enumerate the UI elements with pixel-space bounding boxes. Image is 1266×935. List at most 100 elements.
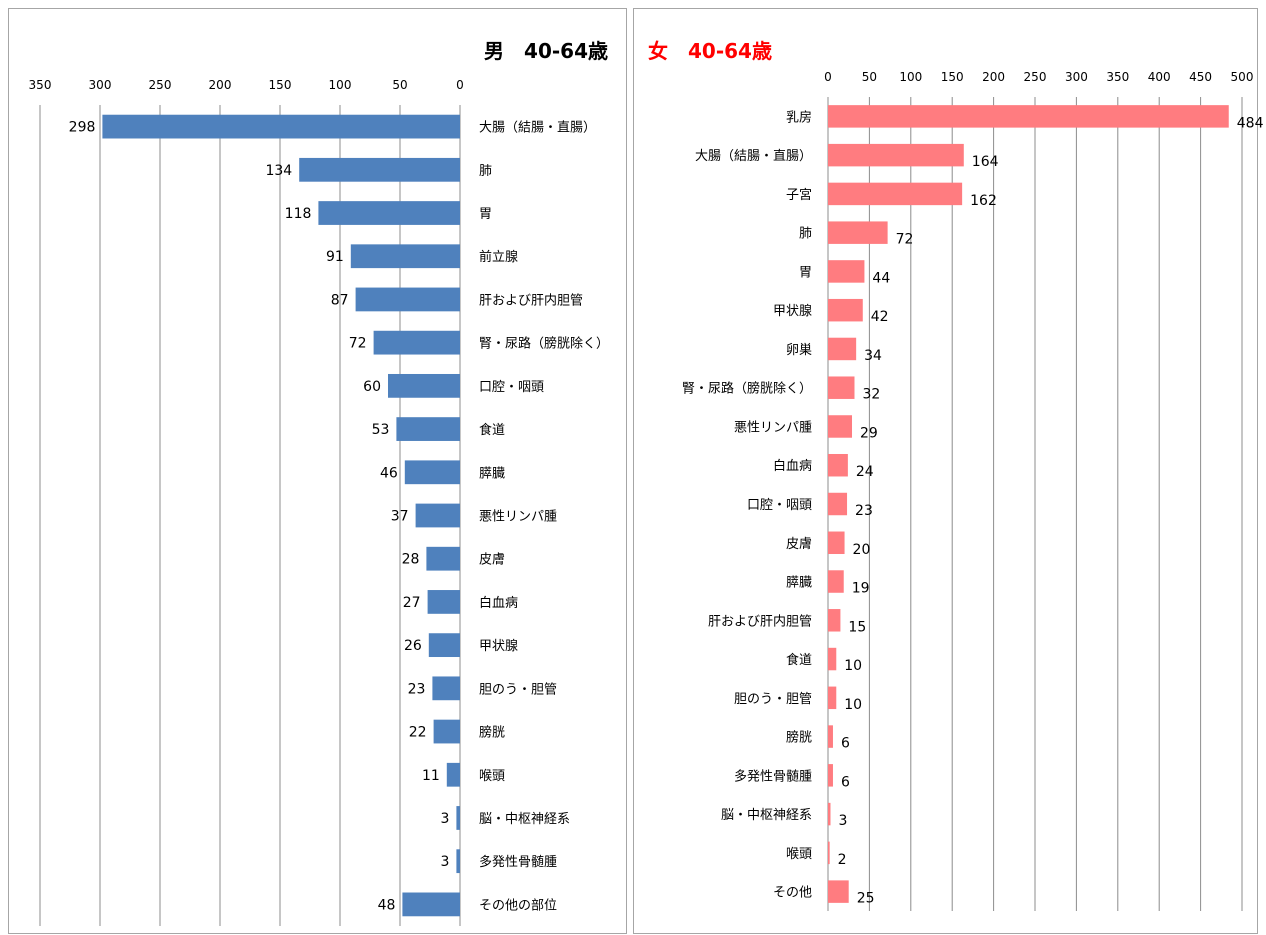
data-label: 27 bbox=[403, 595, 421, 611]
category-label: 膵臓 bbox=[786, 576, 812, 591]
data-label: 42 bbox=[871, 309, 889, 325]
x-tick-label: 150 bbox=[269, 78, 292, 92]
bar bbox=[828, 376, 855, 399]
bar bbox=[828, 298, 863, 322]
x-tick-label: 200 bbox=[982, 70, 1005, 84]
data-label: 44 bbox=[872, 270, 890, 286]
x-tick-label: 450 bbox=[1189, 70, 1212, 84]
x-tick-label: 0 bbox=[456, 78, 464, 92]
bar bbox=[446, 762, 460, 787]
category-label: 多発性骨髄腫 bbox=[479, 854, 557, 870]
x-tick-label: 300 bbox=[89, 78, 112, 92]
bar bbox=[828, 880, 849, 903]
bar bbox=[404, 460, 460, 485]
data-label: 11 bbox=[422, 768, 440, 784]
x-tick-label: 500 bbox=[1231, 70, 1254, 84]
bar bbox=[373, 330, 460, 355]
data-label: 134 bbox=[265, 163, 292, 179]
data-label: 48 bbox=[378, 897, 396, 913]
data-label: 164 bbox=[972, 154, 999, 170]
bar bbox=[828, 260, 865, 283]
category-label: 乳房 bbox=[786, 109, 812, 125]
data-label: 53 bbox=[372, 422, 390, 438]
category-label: 卵巣 bbox=[786, 343, 812, 358]
category-label: 白血病 bbox=[773, 458, 812, 474]
bar bbox=[388, 373, 460, 398]
x-tick-label: 350 bbox=[29, 78, 52, 92]
x-tick-label: 250 bbox=[149, 78, 172, 92]
bar bbox=[828, 492, 848, 516]
category-label: その他の部位 bbox=[479, 898, 557, 913]
data-label: 20 bbox=[853, 542, 871, 558]
bar bbox=[828, 686, 837, 710]
category-label: 肺 bbox=[799, 227, 812, 242]
bar bbox=[402, 892, 460, 917]
x-tick-label: 0 bbox=[824, 70, 832, 84]
category-label: 多発性骨髄腫 bbox=[734, 768, 812, 784]
bar bbox=[318, 201, 460, 225]
category-label: 膵臓 bbox=[479, 466, 505, 481]
bar bbox=[396, 417, 460, 441]
category-label: 口腔・咽頭 bbox=[747, 498, 812, 513]
bar bbox=[432, 676, 460, 701]
bar bbox=[828, 531, 845, 555]
data-label: 6 bbox=[841, 736, 850, 752]
category-label: 胃 bbox=[479, 207, 492, 222]
category-label: 膀胱 bbox=[479, 725, 505, 741]
data-label: 72 bbox=[896, 232, 914, 248]
data-label: 298 bbox=[69, 120, 96, 136]
data-label: 3 bbox=[838, 813, 847, 829]
category-label: 喉頭 bbox=[786, 847, 812, 862]
data-label: 10 bbox=[844, 697, 862, 713]
category-label: その他 bbox=[773, 886, 812, 901]
data-label: 28 bbox=[402, 552, 420, 568]
data-label: 32 bbox=[862, 387, 880, 403]
x-tick-label: 400 bbox=[1148, 70, 1171, 84]
bar bbox=[828, 764, 833, 787]
female-chart-panel: 女 40-64歳 0 50 100 150 200 250 300 350 400 450 500 4… bbox=[633, 8, 1264, 934]
bar bbox=[828, 453, 848, 477]
data-label: 118 bbox=[285, 206, 312, 222]
bar bbox=[456, 849, 460, 874]
bar bbox=[828, 570, 844, 593]
data-label: 29 bbox=[860, 425, 878, 441]
category-label: 膀胱 bbox=[786, 730, 812, 746]
bar bbox=[828, 802, 831, 826]
category-label: 大腸（結腸・直腸） bbox=[695, 149, 812, 164]
category-label: 肺 bbox=[479, 164, 492, 179]
data-label: 72 bbox=[349, 336, 367, 352]
bar bbox=[828, 221, 888, 244]
category-label: 腎・尿路（膀胱除く） bbox=[682, 381, 812, 397]
category-label: 肝および肝内胆管 bbox=[708, 613, 812, 629]
bar bbox=[828, 841, 830, 865]
category-label: 甲状腺 bbox=[479, 639, 518, 654]
data-label: 46 bbox=[380, 465, 398, 481]
data-label: 23 bbox=[855, 503, 873, 519]
bar bbox=[456, 806, 460, 830]
data-label: 24 bbox=[856, 464, 874, 480]
bar bbox=[828, 609, 841, 632]
bar bbox=[433, 719, 460, 744]
x-tick-label: 150 bbox=[941, 70, 964, 84]
data-label: 60 bbox=[363, 379, 381, 395]
category-label: 胆のう・胆管 bbox=[734, 692, 812, 707]
bar bbox=[428, 633, 460, 658]
data-label: 26 bbox=[404, 638, 422, 654]
data-label: 22 bbox=[409, 725, 427, 741]
x-tick-label: 100 bbox=[899, 70, 922, 84]
data-label: 484 bbox=[1237, 115, 1264, 131]
category-label: 肝および肝内胆管 bbox=[479, 292, 583, 308]
data-label: 91 bbox=[326, 249, 344, 265]
data-label: 10 bbox=[844, 658, 862, 674]
category-label: 皮膚 bbox=[786, 536, 812, 552]
bar bbox=[828, 182, 963, 206]
bar bbox=[355, 287, 460, 312]
category-label: 胆のう・胆管 bbox=[479, 682, 557, 697]
data-label: 19 bbox=[852, 581, 870, 597]
data-label: 3 bbox=[440, 854, 449, 870]
category-label: 食道 bbox=[479, 422, 505, 438]
category-label: 子宮 bbox=[786, 187, 812, 203]
bar bbox=[427, 590, 460, 614]
category-label: 白血病 bbox=[479, 595, 518, 611]
